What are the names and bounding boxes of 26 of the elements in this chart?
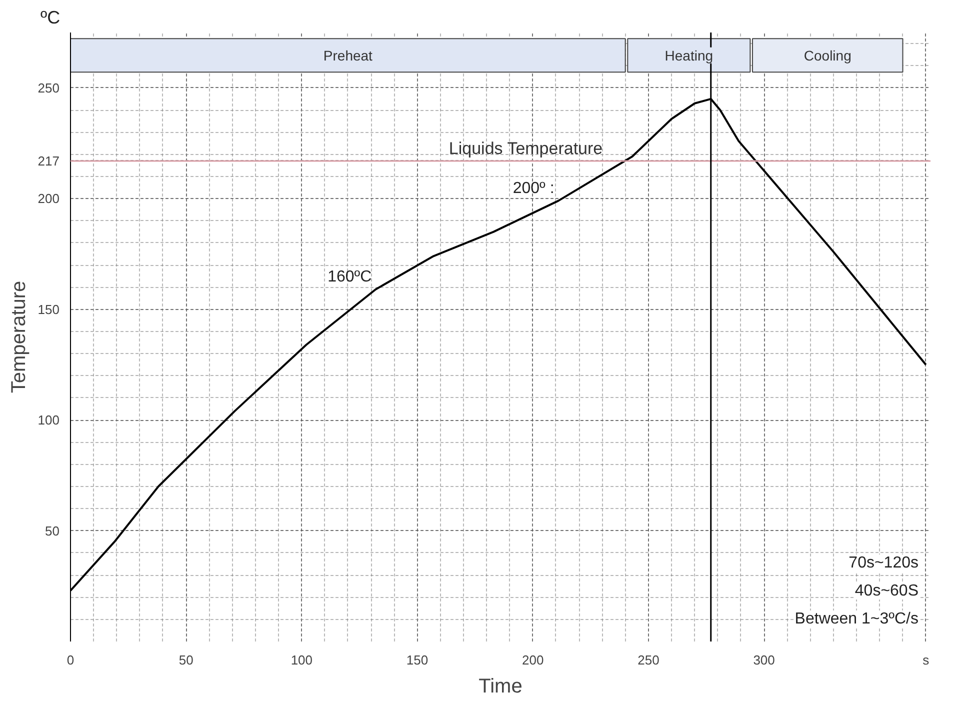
ref-line-label: Liquids Temperature (448, 138, 603, 158)
band-label: Heating (664, 47, 714, 64)
y-tick-label: 200 (38, 191, 60, 206)
x-tick-label: s (922, 652, 930, 668)
annotation: 70s~120s (848, 554, 919, 572)
y-tick-label: 250 (38, 80, 60, 96)
x-tick-label: 0 (66, 652, 74, 668)
annotation: Between 1~3ºC/s (794, 610, 919, 628)
y-tick-label: 50 (45, 523, 60, 538)
y-tick-label: 217 (38, 153, 60, 168)
annotation: 40s~60S (854, 582, 918, 600)
x-tick-label: 250 (638, 652, 660, 668)
x-tick-label: 200 (522, 652, 544, 668)
x-tick-label: 100 (290, 652, 313, 668)
band-label: Cooling (804, 47, 852, 64)
y-axis-title: Temperature (8, 280, 30, 394)
x-tick-label: 300 (753, 652, 775, 668)
x-tick-label: 150 (406, 652, 428, 668)
y-tick-label: 100 (38, 412, 60, 428)
annotation: 160ºC (328, 268, 372, 286)
x-axis-title: Time (478, 676, 522, 698)
y-tick-label: 150 (38, 302, 60, 317)
annotation: 200º : (512, 180, 554, 197)
text: ºC (40, 8, 60, 28)
x-tick-label: 50 (178, 652, 194, 668)
band-label: Preheat (323, 47, 373, 64)
